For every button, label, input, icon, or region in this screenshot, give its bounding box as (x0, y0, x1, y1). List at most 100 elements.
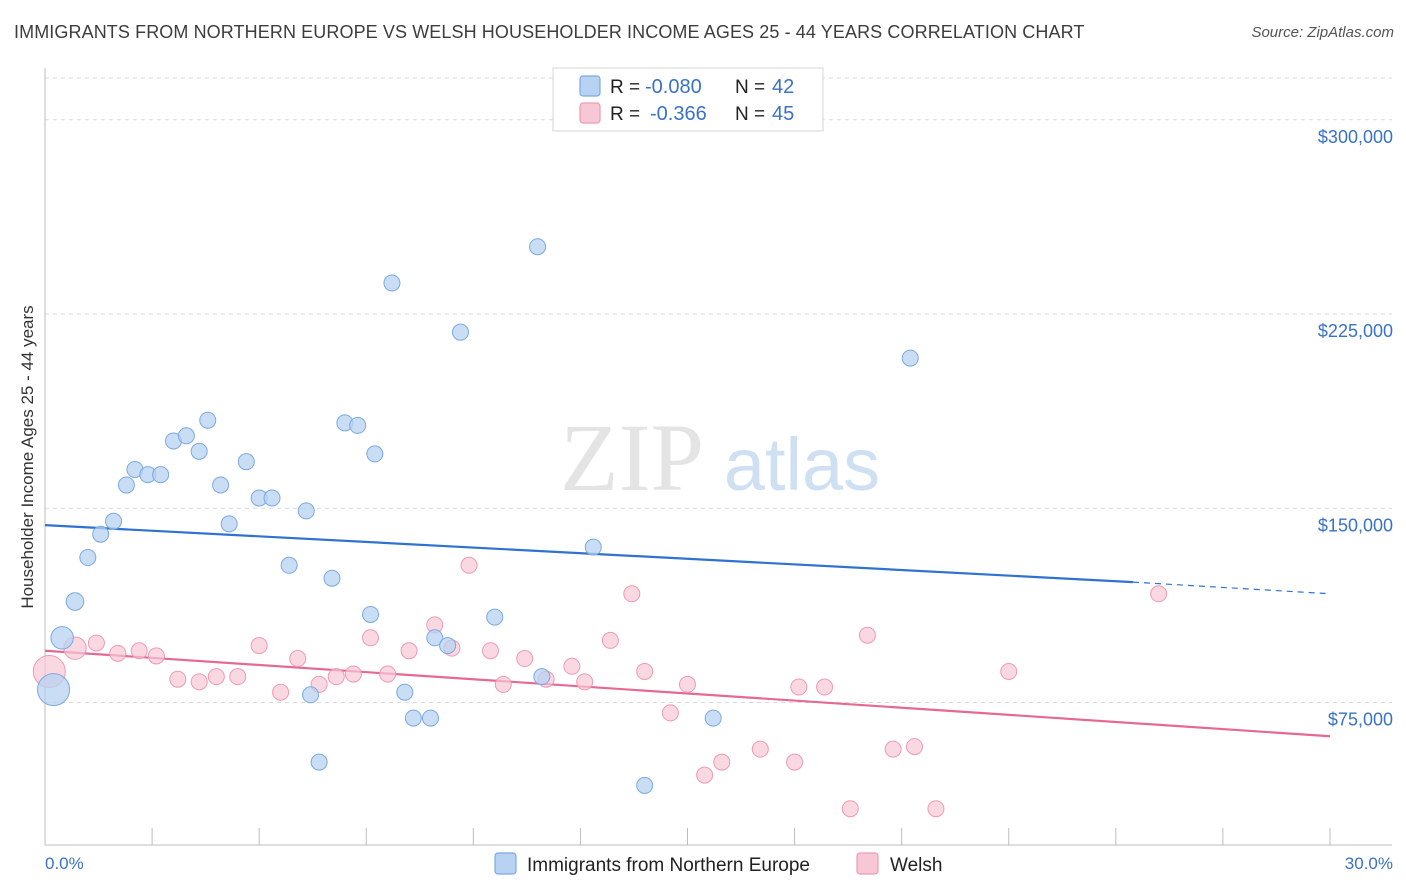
legend-n-value-1: 42 (772, 76, 794, 98)
northern-europe-point (533, 668, 551, 686)
welsh-point (1000, 662, 1018, 680)
x-tick-label-max: 30.0% (1345, 854, 1393, 873)
welsh-points (32, 556, 1168, 818)
legend-n-value-2: 45 (772, 103, 794, 125)
welsh-point (576, 673, 594, 691)
welsh-point (1150, 585, 1168, 603)
legend-r-label-2: R = (610, 104, 640, 125)
y-tick-labels: $75,000 $150,000 $225,000 $300,000 (1318, 127, 1393, 730)
northern-europe-point (349, 416, 367, 434)
northern-europe-point (636, 776, 654, 794)
legend-r-label-1: R = (610, 77, 640, 98)
welsh-point (460, 556, 478, 574)
northern-europe-point (451, 323, 469, 341)
y-tick-label: $300,000 (1318, 127, 1393, 147)
welsh-point (601, 631, 619, 649)
legend-n-label-1: N = (735, 77, 765, 98)
y-tick-label: $150,000 (1318, 515, 1393, 535)
northern-europe-point (190, 442, 208, 460)
northern-europe-point (302, 686, 320, 704)
northern-europe-point (366, 445, 384, 463)
northern-europe-point (426, 629, 444, 647)
trend-lines (44, 524, 1331, 738)
trend-line-welsh (44, 649, 1331, 738)
welsh-point (636, 662, 654, 680)
welsh-point (190, 673, 208, 691)
welsh-point (229, 668, 247, 686)
northern-europe-point (404, 709, 422, 727)
welsh-point (906, 738, 924, 756)
welsh-point (289, 650, 307, 668)
northern-europe-point (584, 538, 602, 556)
welsh-point (713, 753, 731, 771)
series-legend-swatch-pink (856, 852, 879, 875)
axes (44, 68, 1392, 846)
northern-europe-point (383, 274, 401, 292)
welsh-point (679, 675, 696, 693)
x-ticks (44, 828, 1331, 845)
welsh-point (661, 704, 679, 722)
northern-europe-point (422, 709, 439, 727)
series-legend-swatch-blue (494, 852, 517, 875)
welsh-point (623, 585, 641, 603)
northern-europe-point (37, 673, 71, 707)
northern-europe-point (704, 709, 722, 727)
welsh-point (169, 670, 187, 688)
welsh-point (109, 644, 127, 662)
northern-europe-point (152, 466, 170, 484)
northern-europe-point (901, 349, 919, 367)
legend-r-value-2: -0.366 (650, 103, 707, 125)
series-legend-label-pink: Welsh (890, 855, 942, 876)
welsh-point (250, 637, 268, 655)
welsh-point (816, 678, 834, 696)
northern-europe-point (92, 525, 110, 543)
welsh-point (481, 642, 499, 660)
welsh-point (563, 657, 581, 675)
welsh-point (344, 665, 362, 683)
northern-europe-point (199, 411, 217, 429)
series-legend-label-blue: Immigrants from Northern Europe (527, 855, 810, 876)
northern-europe-point (117, 476, 135, 494)
northern-europe-point (310, 753, 328, 771)
correlation-legend: R = -0.080 N = 42 R = -0.366 N = 45 (552, 67, 824, 132)
northern-europe-point (439, 637, 457, 655)
series-legend: Immigrants from Northern Europe Welsh (494, 852, 942, 876)
y-tick-label: $225,000 (1318, 321, 1393, 341)
welsh-point (207, 668, 225, 686)
northern-europe-point (79, 549, 97, 567)
legend-n-label-2: N = (735, 104, 765, 125)
chart-source: Source: ZipAtlas.com (1251, 24, 1394, 41)
northern-europe-point (212, 476, 230, 494)
legend-swatch-pink (579, 102, 601, 124)
northern-europe-point (50, 626, 74, 650)
northern-europe-point (220, 515, 238, 533)
northern-europe-point (396, 683, 414, 701)
welsh-point (400, 642, 418, 660)
welsh-point (751, 740, 769, 758)
northern-europe-point (177, 427, 195, 445)
northern-europe-point (65, 592, 85, 611)
northern-europe-point (323, 569, 341, 587)
y-tick-label: $75,000 (1328, 710, 1393, 730)
welsh-point (790, 678, 808, 696)
x-tick-label-min: 0.0% (45, 854, 84, 873)
welsh-point (927, 800, 945, 818)
northern-europe-point (486, 608, 504, 626)
welsh-point (494, 675, 512, 693)
welsh-point (130, 642, 148, 660)
gridlines (45, 77, 1392, 704)
welsh-point (841, 800, 859, 818)
welsh-point (272, 683, 290, 701)
chart-title: IMMIGRANTS FROM NORTHERN EUROPE VS WELSH… (14, 22, 1085, 42)
northern-europe-point (297, 502, 315, 520)
welsh-point (858, 626, 876, 644)
welsh-point (696, 766, 714, 784)
legend-r-value-1: -0.080 (645, 76, 702, 98)
northern-europe-point (529, 238, 547, 256)
northern-europe-points (37, 238, 919, 794)
welsh-point (362, 629, 380, 647)
welsh-point (884, 740, 902, 758)
northern-europe-point (280, 556, 298, 574)
welsh-point (87, 634, 105, 652)
